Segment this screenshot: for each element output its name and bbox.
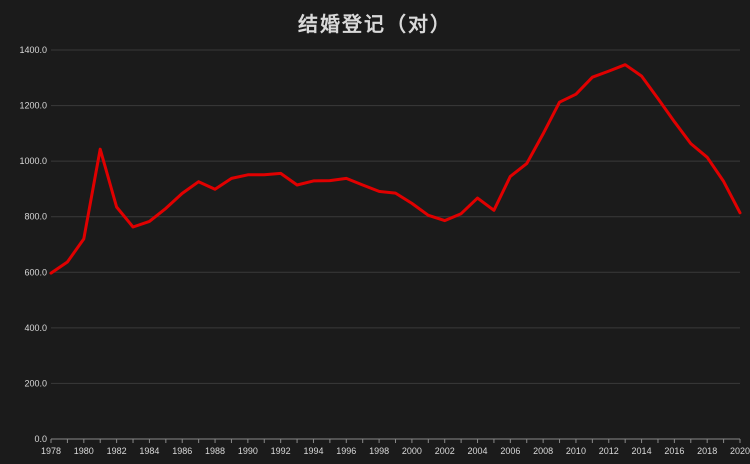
data-point-2014 xyxy=(640,74,643,78)
x-tick-label: 2010 xyxy=(566,446,586,456)
data-point-1987 xyxy=(197,180,200,183)
y-tick-label: 200.0 xyxy=(24,378,47,388)
series-line-0 xyxy=(49,63,742,275)
data-point-2013 xyxy=(623,63,627,66)
data-point-2006 xyxy=(509,175,512,178)
data-point-2004 xyxy=(476,196,479,200)
x-tick-label: 2012 xyxy=(599,446,619,456)
x-tick-label: 2016 xyxy=(664,446,684,456)
x-tick-label: 2008 xyxy=(533,446,553,456)
x-tick-label: 1994 xyxy=(303,446,323,456)
data-point-1986 xyxy=(181,192,184,195)
x-tick-label: 1998 xyxy=(369,446,389,456)
x-axis-ticks: 1978 1980 1982 1984 1986 1988 1990 1992 1994 1996… xyxy=(41,446,750,456)
data-point-1984 xyxy=(148,220,151,223)
y-tick-label: 0.0 xyxy=(34,434,47,444)
data-point-2000 xyxy=(410,202,414,205)
data-point-2003 xyxy=(459,212,463,215)
data-point-1998 xyxy=(377,190,381,193)
y-axis-ticks: 0.0 200.0 400.0 600.0 800.0 1000.0 1200.0 1400.… xyxy=(19,45,47,444)
x-tick-label: 2002 xyxy=(435,446,455,456)
x-tick-label: 2000 xyxy=(402,446,422,456)
chart-title: 结婚登记（对） xyxy=(298,12,452,36)
data-point-2012 xyxy=(607,69,610,73)
data-point-2001 xyxy=(427,214,430,217)
data-point-2005 xyxy=(492,209,496,212)
data-point-2017 xyxy=(689,142,692,145)
x-tick-label: 2020 xyxy=(730,446,750,456)
data-point-2009 xyxy=(558,101,561,104)
series xyxy=(49,63,742,275)
x-tick-label: 1996 xyxy=(336,446,356,456)
y-tick-label: 1200.0 xyxy=(19,101,47,111)
data-point-1991 xyxy=(263,173,266,176)
axes xyxy=(50,438,741,443)
data-point-1988 xyxy=(213,188,217,191)
data-point-1985 xyxy=(164,207,168,210)
x-tick-label: 1992 xyxy=(271,446,291,456)
data-point-1979 xyxy=(66,260,69,264)
data-point-2008 xyxy=(541,132,545,136)
x-tick-label: 1984 xyxy=(139,446,159,456)
y-tick-label: 800.0 xyxy=(24,212,47,222)
y-tick-label: 1400.0 xyxy=(19,45,47,55)
data-point-1993 xyxy=(295,183,299,187)
data-point-1983 xyxy=(131,225,135,229)
data-point-1981 xyxy=(99,147,102,151)
data-point-1978 xyxy=(49,271,53,275)
data-point-2016 xyxy=(673,120,676,123)
data-point-1995 xyxy=(328,179,332,182)
data-point-1982 xyxy=(115,205,118,209)
data-point-1997 xyxy=(361,183,364,187)
data-point-1996 xyxy=(345,177,348,180)
data-point-2002 xyxy=(443,219,446,222)
x-tick-label: 2006 xyxy=(500,446,520,456)
x-tick-label: 1990 xyxy=(238,446,258,456)
data-point-1989 xyxy=(230,177,233,180)
x-tick-label: 2018 xyxy=(697,446,717,456)
data-point-1992 xyxy=(279,172,282,175)
x-tick-label: 2004 xyxy=(468,446,488,456)
y-tick-label: 1000.0 xyxy=(19,156,47,166)
x-tick-label: 1980 xyxy=(74,446,94,456)
data-point-2010 xyxy=(574,92,578,96)
gridlines xyxy=(51,49,740,384)
data-point-1999 xyxy=(394,191,397,195)
data-point-1990 xyxy=(246,173,250,176)
data-point-1994 xyxy=(312,179,315,183)
data-point-2019 xyxy=(722,180,725,183)
x-tick-label: 2014 xyxy=(632,446,652,456)
y-tick-label: 600.0 xyxy=(24,267,47,277)
data-point-2018 xyxy=(705,156,709,159)
x-tick-label: 1988 xyxy=(205,446,225,456)
y-tick-label: 400.0 xyxy=(24,323,47,333)
data-point-1980 xyxy=(82,237,86,241)
data-point-2015 xyxy=(656,97,660,100)
x-tick-label: 1978 xyxy=(41,446,61,456)
data-point-2011 xyxy=(591,76,594,79)
x-tick-label: 1982 xyxy=(107,446,127,456)
data-point-2007 xyxy=(525,162,528,165)
data-point-2020 xyxy=(738,211,742,215)
x-tick-label: 1986 xyxy=(172,446,192,456)
